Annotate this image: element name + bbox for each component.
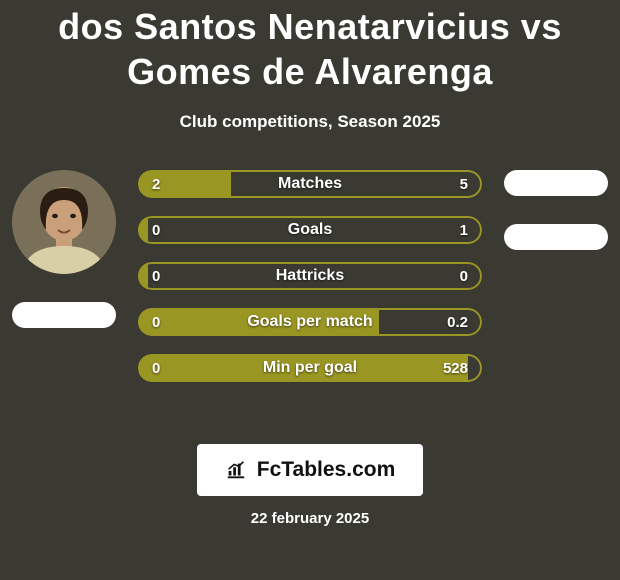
brand-prefix: Fc [257, 458, 282, 481]
stat-label: Min per goal [138, 354, 482, 382]
brand-text: FcTables.com [257, 458, 396, 482]
player-left-name-pill [12, 302, 116, 328]
player-left-avatar [12, 170, 116, 274]
subtitle: Club competitions, Season 2025 [0, 112, 620, 132]
date-text: 22 february 2025 [251, 510, 369, 527]
stat-bar: 0Goals per match0.2 [138, 308, 482, 336]
stat-bar: 2Matches5 [138, 170, 482, 198]
player-right-column [498, 170, 614, 250]
stat-bar: 0Min per goal528 [138, 354, 482, 382]
comparison-bars: 2Matches50Goals10Hattricks00Goals per ma… [138, 170, 482, 382]
bar-chart-icon [225, 459, 247, 481]
brand-suffix: Tables.com [281, 458, 395, 481]
stat-right-value: 528 [443, 354, 468, 382]
player-right-name-pill-2 [504, 224, 608, 250]
stat-label: Goals [138, 216, 482, 244]
player-left-column [6, 170, 122, 328]
brand-logo: FcTables.com [197, 444, 424, 496]
stat-bar: 0Goals1 [138, 216, 482, 244]
stat-bar: 0Hattricks0 [138, 262, 482, 290]
stat-label: Matches [138, 170, 482, 198]
player-right-name-pill-1 [504, 170, 608, 196]
stat-right-value: 1 [460, 216, 468, 244]
stat-right-value: 0.2 [447, 308, 468, 336]
stat-right-value: 0 [460, 262, 468, 290]
footer: FcTables.com 22 february 2025 [0, 444, 620, 527]
person-icon [12, 170, 116, 274]
stat-label: Goals per match [138, 308, 482, 336]
page-title: dos Santos Nenatarvicius vs Gomes de Alv… [0, 4, 620, 94]
stat-right-value: 5 [460, 170, 468, 198]
stat-label: Hattricks [138, 262, 482, 290]
comparison-content: 2Matches50Goals10Hattricks00Goals per ma… [0, 170, 620, 410]
